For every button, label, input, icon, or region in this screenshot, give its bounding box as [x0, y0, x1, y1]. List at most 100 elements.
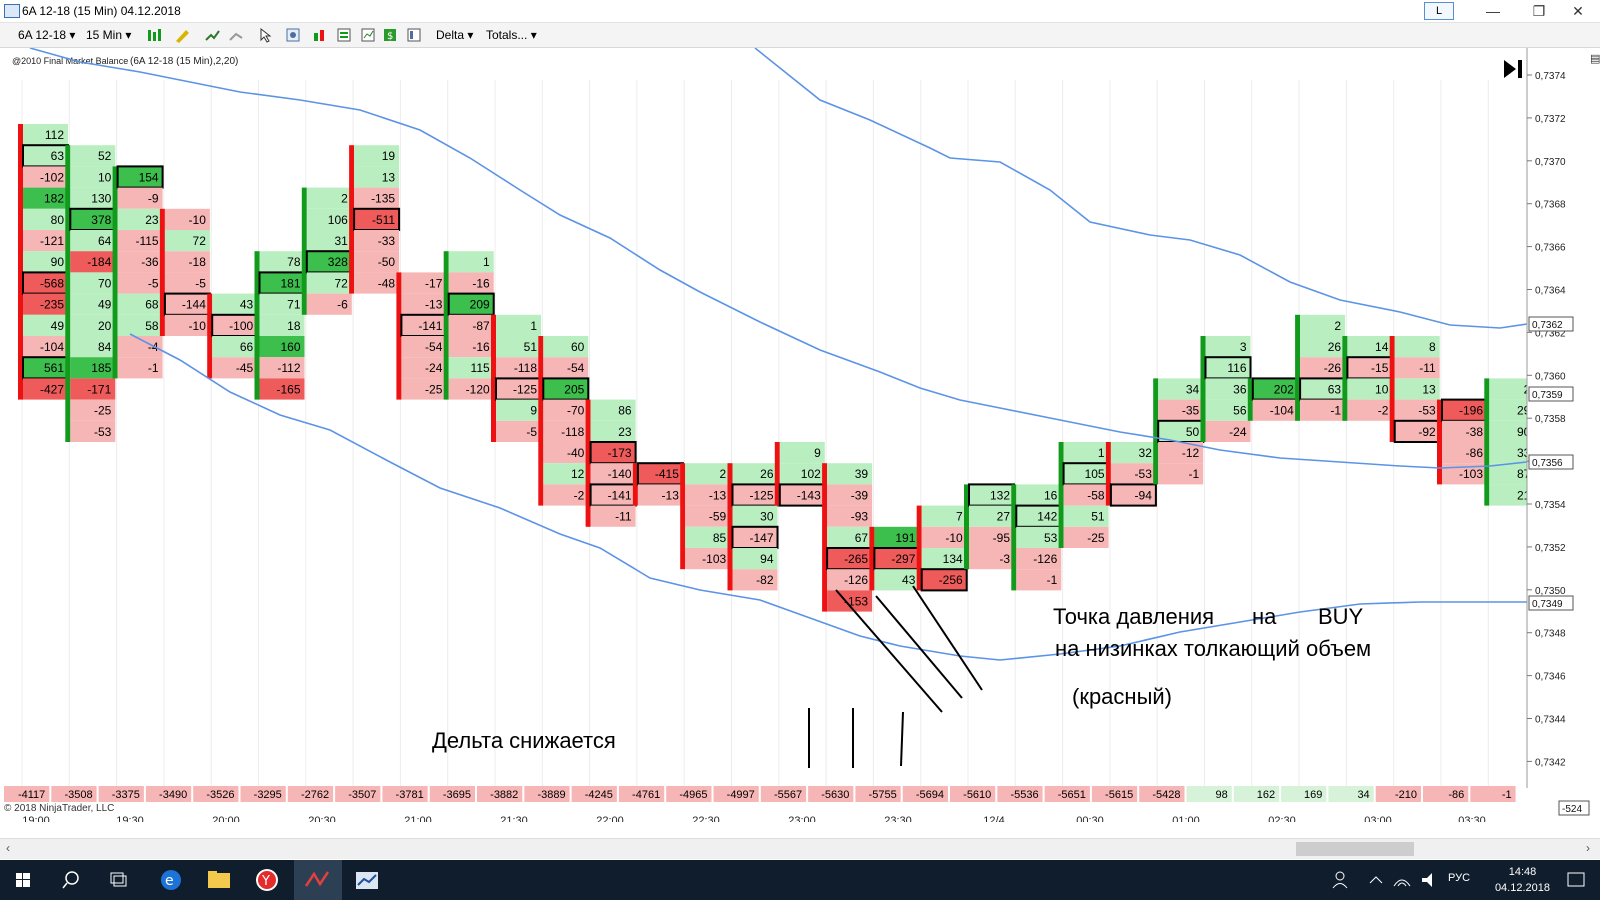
delta-cell[interactable]	[70, 399, 116, 421]
delta-cell[interactable]	[1063, 505, 1109, 527]
edge-browser-icon[interactable]: e	[148, 860, 194, 900]
delta-cell[interactable]	[259, 293, 305, 315]
delta-cell[interactable]	[1158, 463, 1204, 485]
delta-cell[interactable]	[1109, 483, 1157, 507]
delta-cell[interactable]	[401, 357, 447, 379]
delta-cell[interactable]	[259, 314, 305, 336]
delta-cell[interactable]	[117, 336, 163, 358]
delta-cell[interactable]	[637, 484, 683, 506]
candle-bar[interactable]	[1342, 336, 1348, 421]
delta-cell[interactable]	[1489, 463, 1535, 485]
delta-cell[interactable]	[117, 314, 163, 336]
delta-cell[interactable]	[70, 420, 116, 442]
delta-cell[interactable]	[1442, 463, 1487, 485]
delta-cell[interactable]	[543, 357, 589, 379]
candle-bar[interactable]	[774, 442, 780, 506]
delta-cell[interactable]	[1158, 442, 1204, 464]
candle-bar[interactable]	[822, 463, 828, 612]
interval-selector[interactable]: 15 Min ▾	[86, 27, 131, 43]
delta-cell[interactable]	[969, 505, 1014, 527]
candle-bar[interactable]	[727, 463, 733, 591]
search-icon[interactable]	[48, 860, 94, 900]
delta-cell[interactable]	[590, 463, 636, 485]
close-button[interactable]: ✕	[1572, 3, 1584, 19]
delta-cell[interactable]	[1016, 548, 1062, 570]
indicator-icon[interactable]	[204, 27, 220, 43]
delta-cell[interactable]	[1489, 378, 1535, 400]
minimize-button[interactable]: —	[1486, 3, 1500, 19]
delta-cell[interactable]	[1110, 442, 1156, 464]
delta-cell[interactable]	[1347, 378, 1393, 400]
candle-bar[interactable]	[916, 505, 922, 591]
candle-bar[interactable]	[680, 463, 686, 570]
delta-cell[interactable]	[354, 166, 400, 188]
people-icon[interactable]	[1328, 860, 1356, 900]
delta-cell[interactable]	[401, 378, 447, 400]
delta-cell[interactable]	[1158, 378, 1204, 400]
delta-cell[interactable]	[496, 357, 541, 379]
delta-cell[interactable]	[1347, 399, 1393, 421]
restore-button[interactable]: ❐	[1532, 3, 1546, 19]
file-explorer-icon[interactable]	[196, 860, 242, 900]
candle-bar[interactable]	[1484, 378, 1490, 506]
delta-cell[interactable]	[70, 251, 116, 273]
delta-cell[interactable]	[401, 336, 447, 358]
delta-cell[interactable]	[1489, 399, 1535, 421]
delta-cell[interactable]	[448, 314, 494, 336]
delta-cell[interactable]	[827, 590, 873, 612]
delta-cell[interactable]	[827, 463, 873, 485]
delta-cell[interactable]	[448, 357, 494, 379]
delta-cell[interactable]	[212, 336, 258, 358]
candle-bar[interactable]	[869, 526, 875, 591]
delta-cell[interactable]	[1300, 314, 1346, 336]
delta-cell[interactable]	[779, 442, 825, 464]
candle-bar[interactable]	[159, 208, 165, 336]
delta-cell[interactable]	[543, 484, 589, 506]
delta-cell[interactable]	[496, 420, 541, 442]
delta-cell[interactable]	[732, 548, 778, 570]
candle-bar[interactable]	[254, 251, 260, 400]
chart-style-icon[interactable]	[312, 27, 328, 43]
delta-cell[interactable]	[543, 399, 589, 421]
horizontal-scrollbar[interactable]: ‹ ›	[0, 838, 1600, 859]
delta-cell[interactable]	[70, 272, 116, 294]
delta-cell[interactable]	[70, 336, 116, 358]
candle-bar[interactable]	[1389, 336, 1395, 442]
delta-cell[interactable]	[116, 165, 164, 189]
delta-cell[interactable]	[259, 357, 305, 379]
delta-cell[interactable]	[543, 420, 589, 442]
collapse-panel-icon[interactable]: ▤	[1590, 52, 1600, 65]
delta-cell[interactable]	[354, 145, 400, 167]
candle-bar[interactable]	[632, 463, 638, 506]
delta-cell[interactable]	[23, 293, 68, 315]
delta-cell[interactable]	[117, 357, 163, 379]
delta-cell[interactable]	[212, 293, 258, 315]
system-clock[interactable]: 14:48 04.12.2018	[1495, 864, 1550, 896]
delta-cell[interactable]	[1394, 336, 1440, 358]
scrollbar-thumb[interactable]	[1296, 842, 1414, 856]
delta-cell[interactable]	[685, 505, 731, 527]
money-icon[interactable]: $	[382, 27, 398, 43]
properties-icon[interactable]	[336, 27, 352, 43]
jump-to-end-icon[interactable]	[1504, 60, 1522, 78]
delta-cell[interactable]	[1347, 336, 1393, 358]
candle-bar[interactable]	[443, 251, 449, 400]
strategy-icon[interactable]	[228, 27, 244, 43]
language-indicator[interactable]: РУС	[1448, 872, 1471, 884]
chevron-up-icon[interactable]	[1366, 860, 1386, 900]
delta-cell[interactable]	[164, 230, 210, 252]
delta-cell[interactable]	[117, 293, 163, 315]
pointer-icon[interactable]	[258, 27, 278, 43]
delta-cell[interactable]	[401, 272, 447, 294]
scroll-left-icon[interactable]: ‹	[6, 841, 10, 855]
chart-window-icon[interactable]	[344, 860, 390, 900]
delta-cell[interactable]	[306, 208, 352, 230]
delta-cell[interactable]	[354, 272, 400, 294]
delta-cell[interactable]	[874, 569, 920, 591]
delta-cell[interactable]	[1063, 442, 1109, 464]
delta-cell[interactable]	[117, 251, 163, 273]
yandex-browser-icon[interactable]: Y	[244, 860, 290, 900]
delta-cell[interactable]	[732, 463, 778, 485]
task-view-icon[interactable]	[96, 860, 142, 900]
delta-cell[interactable]	[920, 568, 968, 592]
